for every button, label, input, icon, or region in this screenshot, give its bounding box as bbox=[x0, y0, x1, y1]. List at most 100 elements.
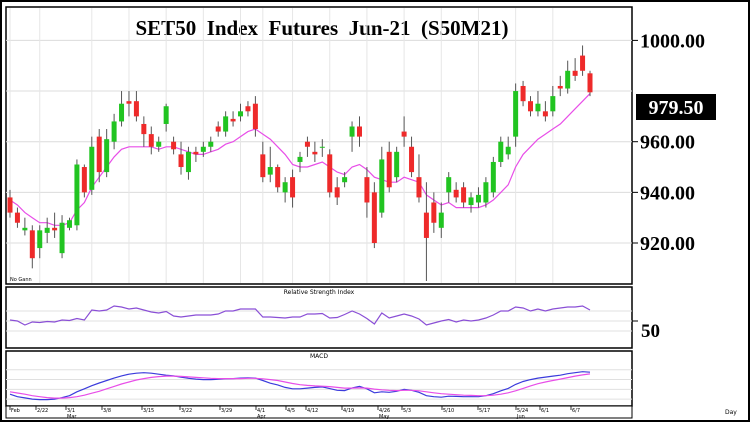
macd-line bbox=[9, 371, 591, 401]
rsi-gridlines bbox=[6, 310, 638, 332]
candle-body bbox=[200, 146, 206, 152]
last-value-label: 979.50 bbox=[649, 97, 704, 119]
x-month-label: Apr bbox=[257, 414, 267, 420]
candle-body bbox=[438, 212, 444, 228]
x-tick-label: 4/1 bbox=[257, 408, 265, 414]
candle-body bbox=[587, 73, 593, 93]
candle-body bbox=[290, 177, 296, 198]
candle-body bbox=[364, 177, 370, 203]
x-tick-label: Feb bbox=[11, 408, 20, 414]
candle-body bbox=[528, 101, 534, 112]
candle-body bbox=[133, 101, 139, 117]
price-tick-label: 940.00 bbox=[640, 182, 695, 204]
candle-body bbox=[245, 106, 251, 112]
candle-body bbox=[89, 146, 95, 190]
x-tick-label: 6/7 bbox=[572, 408, 580, 414]
x-axis-unit: Day bbox=[725, 409, 737, 416]
candle-body bbox=[275, 167, 281, 188]
candle-body bbox=[490, 161, 496, 193]
candle-body bbox=[111, 121, 117, 142]
candle-body bbox=[37, 230, 43, 249]
last-value-box bbox=[636, 94, 716, 120]
candle-body bbox=[148, 134, 154, 147]
price-panel: SET50 Index Futures Jun-21 (S50M21) No G… bbox=[5, 6, 716, 285]
candle-body bbox=[74, 164, 80, 226]
candle-body bbox=[483, 182, 489, 203]
no-gann-label: No Gann bbox=[10, 277, 32, 283]
candlesticks bbox=[7, 45, 593, 281]
candle-body bbox=[416, 177, 422, 198]
price-axis: 1000.00 960.00 940.00 920.00 bbox=[632, 30, 705, 255]
x-tick-label: 4/26 bbox=[379, 408, 390, 414]
candle-body bbox=[423, 212, 429, 238]
candle-body bbox=[394, 151, 400, 178]
candle-body bbox=[252, 103, 258, 130]
rsi-polyline bbox=[9, 305, 591, 326]
x-tick-label: 5/24 bbox=[517, 408, 528, 414]
candle-body bbox=[542, 111, 548, 117]
candle-body bbox=[349, 126, 355, 137]
candle-body bbox=[557, 85, 563, 89]
candle-body bbox=[401, 131, 407, 137]
rsi-panel: Relative Strength Index 50 bbox=[5, 286, 660, 349]
rsi-title: Relative Strength Index bbox=[284, 289, 355, 296]
candle-body bbox=[22, 227, 28, 231]
x-axis: Feb 2/22 3/1 3/8 3/15 3/22 3/29 4/1 4/5 4/12 4/19 4… bbox=[5, 405, 737, 420]
candle-body bbox=[475, 194, 481, 203]
candle-body bbox=[260, 154, 266, 178]
x-tick-label: 5/3 bbox=[403, 408, 411, 414]
candle-body bbox=[141, 123, 147, 135]
candle-body bbox=[513, 91, 519, 137]
x-ticks: Feb 2/22 3/1 3/8 3/15 3/22 3/29 4/1 4/5 4/12 4/19 4… bbox=[9, 406, 580, 420]
x-tick-label: 5/10 bbox=[443, 408, 454, 414]
candle-body bbox=[119, 103, 125, 122]
candle-body bbox=[565, 70, 571, 89]
x-tick-label: 3/8 bbox=[103, 408, 111, 414]
candle-body bbox=[297, 156, 303, 162]
candle-body bbox=[7, 197, 13, 213]
macd-title: MACD bbox=[310, 353, 328, 360]
candle-body bbox=[29, 230, 35, 259]
macd-lines bbox=[9, 371, 591, 401]
price-tick-label: 1000.00 bbox=[640, 30, 705, 52]
x-tick-label: 3/1 bbox=[67, 408, 75, 414]
x-month-label: Jun bbox=[516, 414, 525, 420]
candle-body bbox=[171, 141, 177, 150]
candle-body bbox=[431, 202, 437, 223]
candle-body bbox=[520, 85, 526, 102]
candle-body bbox=[386, 151, 392, 188]
x-month-label: May bbox=[379, 414, 389, 420]
candle-body bbox=[208, 141, 214, 147]
candle-body bbox=[96, 136, 102, 173]
x-tick-label: 3/22 bbox=[181, 408, 192, 414]
candle-body bbox=[342, 177, 348, 183]
candle-body bbox=[230, 118, 236, 122]
x-axis-border bbox=[5, 405, 633, 419]
x-tick-label: 5/17 bbox=[479, 408, 490, 414]
candle-body bbox=[178, 154, 184, 168]
candle-body bbox=[550, 96, 556, 112]
candle-body bbox=[334, 187, 340, 198]
macd-plot-border bbox=[5, 350, 633, 407]
candle-body bbox=[304, 141, 310, 147]
candle-body bbox=[572, 70, 578, 76]
candle-body bbox=[535, 103, 541, 112]
candle-body bbox=[461, 187, 467, 203]
candle-body bbox=[59, 222, 65, 254]
x-tick-label: 4/5 bbox=[287, 408, 295, 414]
candle-body bbox=[468, 197, 474, 206]
candle-body bbox=[193, 151, 199, 155]
candle-body bbox=[446, 177, 452, 193]
candle-body bbox=[498, 141, 504, 162]
price-plot-border bbox=[5, 6, 633, 285]
x-tick-label: 3/15 bbox=[143, 408, 154, 414]
candle-body bbox=[81, 167, 87, 193]
candle-body bbox=[215, 126, 221, 132]
candle-body bbox=[327, 154, 333, 193]
candle-body bbox=[356, 126, 362, 137]
candle-body bbox=[379, 159, 385, 213]
candle-body bbox=[453, 189, 459, 198]
macd-signal-line bbox=[9, 373, 591, 399]
candle-body bbox=[52, 227, 58, 231]
